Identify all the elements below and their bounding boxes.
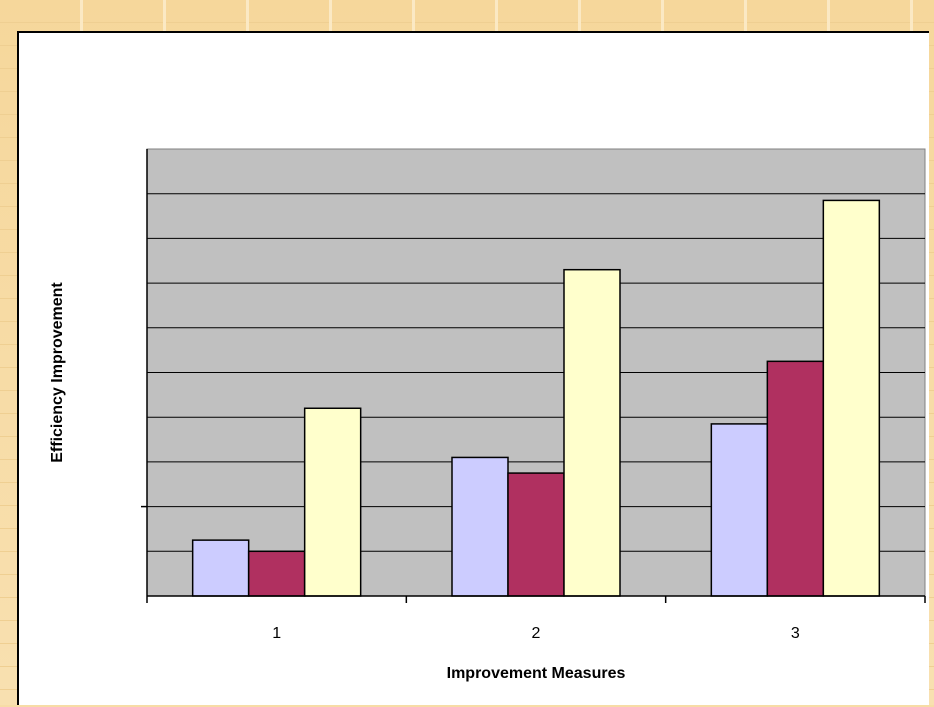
bar-series-3-category-3[interactable] bbox=[822, 199, 881, 597]
axes bbox=[141, 149, 926, 603]
bar-series-2-category-2[interactable] bbox=[507, 472, 565, 597]
bar-series-2-category-1[interactable] bbox=[247, 550, 306, 597]
x-tick-label: 2 bbox=[532, 625, 541, 642]
chart-area[interactable]: 1 2 3 Improvement Measures Efficiency Impr… bbox=[17, 31, 929, 705]
bars bbox=[191, 199, 881, 597]
bar-chart: 1 2 3 Improvement Measures Efficiency Impr… bbox=[49, 148, 926, 682]
bar-series-3-category-1[interactable] bbox=[303, 407, 362, 597]
y-axis-title: Efficiency Improvement bbox=[49, 282, 66, 463]
x-tick-labels: 1 2 3 bbox=[272, 625, 800, 642]
bar-series-3-category-2[interactable] bbox=[563, 268, 621, 597]
bar-series-1-category-2[interactable] bbox=[451, 456, 509, 597]
x-axis-title: Improvement Measures bbox=[447, 665, 626, 682]
x-tick-label: 1 bbox=[272, 625, 281, 642]
bar-series-1-category-1[interactable] bbox=[191, 539, 250, 597]
bar-series-1-category-3[interactable] bbox=[710, 423, 769, 597]
bar-series-2-category-3[interactable] bbox=[766, 360, 825, 597]
x-tick-label: 3 bbox=[791, 625, 800, 642]
